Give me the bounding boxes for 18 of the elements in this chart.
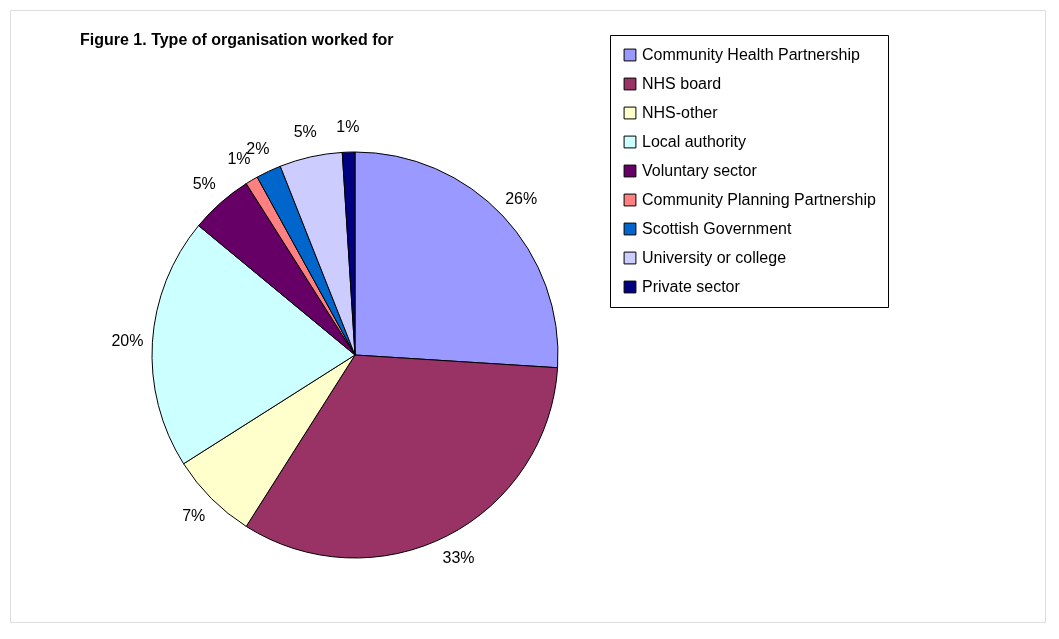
data-label: 5% <box>293 123 317 141</box>
data-label: 5% <box>192 174 216 192</box>
legend-label: Local authority <box>642 133 747 150</box>
legend-label: Voluntary sector <box>642 162 758 179</box>
legend-label: Community Planning Partnership <box>642 191 876 208</box>
data-label: 20% <box>111 331 144 349</box>
legend-label: Community Health Partnership <box>642 46 860 63</box>
data-label: 1% <box>336 118 360 136</box>
chart-title: Figure 1. Type of organisation worked for <box>80 31 394 48</box>
legend-label: NHS board <box>642 75 722 92</box>
data-label: 7% <box>182 507 206 525</box>
data-label: 2% <box>246 139 270 157</box>
legend-label: NHS-other <box>642 104 719 121</box>
legend-label: University or college <box>642 249 787 266</box>
legend-label: Private sector <box>642 278 741 295</box>
legend-label: Scottish Government <box>642 220 792 237</box>
data-label: 26% <box>505 189 538 207</box>
data-label: 33% <box>442 549 475 567</box>
